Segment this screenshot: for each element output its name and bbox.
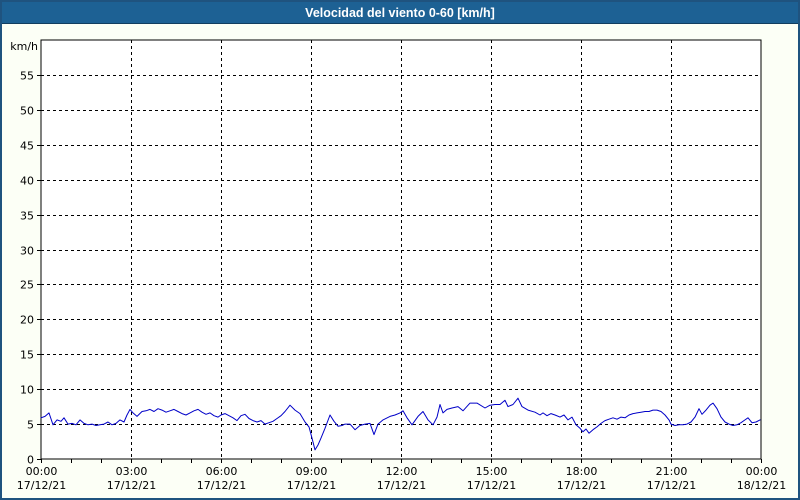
y-axis-unit-label: km/h bbox=[10, 40, 38, 53]
x-axis-time-label: 15:00 bbox=[476, 465, 508, 478]
x-axis-date-label: 17/12/21 bbox=[467, 479, 516, 492]
x-axis-time-label: 18:00 bbox=[566, 465, 598, 478]
y-axis-tick-label: 15 bbox=[20, 349, 34, 362]
y-axis-tick-label: 20 bbox=[20, 314, 34, 327]
x-axis-date-label: 17/12/21 bbox=[107, 479, 156, 492]
x-axis-date-label: 17/12/21 bbox=[557, 479, 606, 492]
x-axis-time-label: 21:00 bbox=[656, 465, 688, 478]
y-axis-labels: 0 5 10 15 20 25 30 35 40 45 50 55 km/h bbox=[10, 40, 38, 467]
y-axis-tick-label: 5 bbox=[27, 419, 34, 432]
x-axis-date-label: 17/12/21 bbox=[287, 479, 336, 492]
chart-title-bar: Velocidad del viento 0-60 [km/h] bbox=[2, 2, 798, 24]
y-axis-tick-label: 50 bbox=[20, 105, 34, 118]
x-axis-labels: 00:0017/12/2103:0017/12/2106:0017/12/210… bbox=[17, 465, 786, 492]
x-axis-time-label: 06:00 bbox=[206, 465, 238, 478]
x-axis-time-label: 00:00 bbox=[746, 465, 778, 478]
x-axis-date-label: 17/12/21 bbox=[17, 479, 66, 492]
y-axis-tick-label: 30 bbox=[20, 245, 34, 258]
x-axis-time-label: 09:00 bbox=[296, 465, 328, 478]
y-axis-tick-label: 55 bbox=[20, 70, 34, 83]
gridlines bbox=[41, 40, 761, 459]
y-axis-tick-label: 25 bbox=[20, 279, 34, 292]
x-axis-date-label: 17/12/21 bbox=[647, 479, 696, 492]
x-axis-date-label: 18/12/21 bbox=[737, 479, 786, 492]
y-axis-tick-label: 40 bbox=[20, 175, 34, 188]
axis-ticks bbox=[37, 75, 762, 463]
x-axis-time-label: 03:00 bbox=[116, 465, 148, 478]
x-axis-date-label: 17/12/21 bbox=[197, 479, 246, 492]
wind-speed-line bbox=[40, 397, 761, 451]
x-axis-time-label: 12:00 bbox=[386, 465, 418, 478]
y-axis-tick-label: 10 bbox=[20, 384, 34, 397]
x-axis-date-label: 17/12/21 bbox=[377, 479, 426, 492]
y-axis-tick-label: 45 bbox=[20, 140, 34, 153]
x-axis-time-label: 00:00 bbox=[26, 465, 58, 478]
y-axis-tick-label: 35 bbox=[20, 210, 34, 223]
y-axis-tick-label: 0 bbox=[27, 454, 34, 467]
chart-title: Velocidad del viento 0-60 [km/h] bbox=[305, 5, 495, 20]
